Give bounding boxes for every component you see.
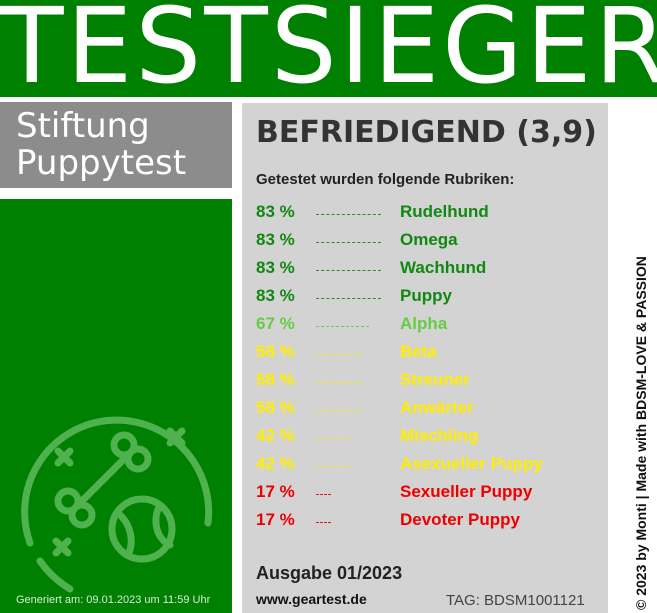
- generated-timestamp: Generiert am: 09.01.2023 um 11:59 Uhr: [16, 594, 211, 606]
- category-row: 58 % Streuner: [256, 367, 606, 395]
- category-name: Streuner: [400, 370, 470, 389]
- category-name: Wachhund: [400, 258, 487, 277]
- category-row: 83 % Rudelhund: [256, 199, 606, 227]
- category-percent: 42 %: [256, 454, 295, 473]
- category-leader: [316, 466, 351, 467]
- category-leader: [316, 242, 381, 243]
- category-percent: 83 %: [256, 286, 295, 305]
- category-name: Mischling: [400, 426, 479, 445]
- category-leader: [316, 326, 370, 327]
- category-percent: 67 %: [256, 314, 295, 333]
- category-percent: 42 %: [256, 426, 295, 445]
- category-percent: 83 %: [256, 230, 295, 249]
- category-leader: [316, 298, 381, 299]
- logo-panel: Generiert am: 09.01.2023 um 11:59 Uhr: [0, 199, 232, 613]
- category-leader: [316, 522, 332, 523]
- category-name: Omega: [400, 230, 458, 249]
- category-percent: 58 %: [256, 342, 295, 361]
- category-name: Rudelhund: [400, 202, 489, 221]
- category-name: Alpha: [400, 314, 448, 333]
- category-row: 83 % Puppy: [256, 283, 606, 311]
- dog-toys-logo: [21, 416, 213, 593]
- tag-id: TAG: BDSM1001121: [446, 592, 585, 609]
- category-row: 58 % Beta: [256, 339, 606, 367]
- category-row: 83 % Wachhund: [256, 255, 606, 283]
- category-list: 83 % Rudelhund 83 % Omega 83 % Wachhund …: [256, 199, 606, 535]
- category-leader: [316, 270, 381, 271]
- brand-line-2: Puppytest: [16, 143, 187, 183]
- test-grade: BEFRIEDIGEND (3,9): [256, 115, 597, 150]
- category-leader: [316, 382, 362, 383]
- category-leader: [316, 354, 362, 355]
- category-row: 67 % Alpha: [256, 311, 606, 339]
- category-name: Sexueller Puppy: [400, 482, 533, 501]
- category-percent: 58 %: [256, 370, 295, 389]
- category-row: 17 % Sexueller Puppy: [256, 479, 606, 507]
- ball-icon: [108, 495, 176, 563]
- header-banner: TESTSIEGER: [0, 0, 657, 106]
- category-name: Puppy: [400, 286, 452, 305]
- cross-icon: [52, 427, 186, 557]
- category-row: 58 % Anwärter: [256, 395, 606, 423]
- page-title: TESTSIEGER: [0, 0, 657, 107]
- website-link[interactable]: www.geartest.de: [256, 591, 367, 607]
- issue-number: Ausgabe 01/2023: [256, 563, 403, 583]
- category-row: 42 % Mischling: [256, 423, 606, 451]
- category-percent: 58 %: [256, 398, 295, 417]
- brand-line-1: Stiftung: [16, 106, 150, 146]
- category-row: 17 % Devoter Puppy: [256, 507, 606, 535]
- brand-box: Stiftung Puppytest: [0, 102, 232, 188]
- category-name: Beta: [400, 342, 437, 361]
- category-leader: [316, 494, 332, 495]
- bone-icon: [54, 431, 152, 529]
- results-panel: BEFRIEDIGEND (3,9) Getestet wurden folge…: [242, 103, 608, 613]
- category-percent: 17 %: [256, 510, 295, 529]
- category-leader: [316, 214, 381, 215]
- category-name: Asexueller Puppy: [400, 454, 543, 473]
- category-percent: 83 %: [256, 202, 295, 221]
- category-leader: [316, 438, 351, 439]
- copyright-credit: © 2023 by Monti | Made with BDSM-LOVE & …: [633, 256, 649, 610]
- category-percent: 83 %: [256, 258, 295, 277]
- category-leader: [316, 410, 362, 411]
- categories-heading: Getestet wurden folgende Rubriken:: [256, 171, 515, 188]
- category-row: 83 % Omega: [256, 227, 606, 255]
- category-percent: 17 %: [256, 482, 295, 501]
- category-name: Anwärter: [400, 398, 474, 417]
- category-name: Devoter Puppy: [400, 510, 520, 529]
- category-row: 42 % Asexueller Puppy: [256, 451, 606, 479]
